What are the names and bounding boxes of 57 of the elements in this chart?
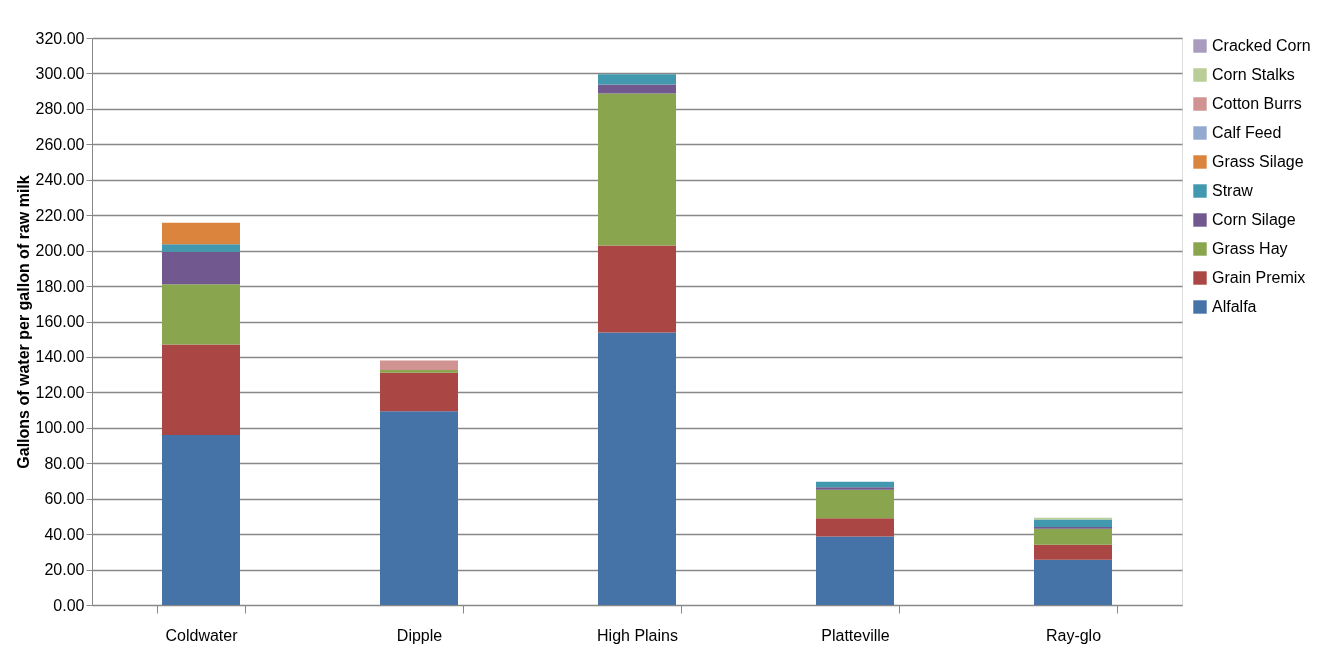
legend-label: Corn Stalks bbox=[1212, 66, 1295, 83]
y-tick-label: 60.00 bbox=[44, 490, 85, 508]
legend-label: Cracked Corn bbox=[1212, 37, 1311, 54]
y-tick-label: 160.00 bbox=[35, 313, 85, 330]
y-axis-title: Gallons of water per gallon of raw milk bbox=[14, 175, 32, 469]
y-tick-label: 280.00 bbox=[35, 100, 85, 118]
x-tick-label: Platteville bbox=[821, 626, 890, 644]
bar bbox=[162, 251, 240, 285]
legend-label: Cotton Burrs bbox=[1212, 95, 1302, 112]
y-tick-label: 220.00 bbox=[35, 206, 85, 224]
bar bbox=[816, 481, 894, 488]
y-tick-label: 240.00 bbox=[35, 171, 85, 189]
bar bbox=[598, 245, 676, 333]
bar bbox=[162, 434, 240, 605]
y-tick-label: 320.00 bbox=[35, 29, 85, 47]
bar bbox=[598, 74, 676, 85]
legend-label: Grass Hay bbox=[1212, 240, 1288, 257]
legend-label: Straw bbox=[1212, 182, 1254, 199]
y-tick-label: 20.00 bbox=[44, 561, 85, 579]
bar bbox=[598, 84, 676, 94]
y-tick-label: 300.00 bbox=[35, 64, 85, 82]
y-tick-label: 120.00 bbox=[35, 383, 85, 401]
bar bbox=[380, 372, 458, 412]
x-tick-label: Dipple bbox=[396, 626, 443, 644]
y-tick-label: 180.00 bbox=[35, 277, 85, 295]
legend-label: Corn Silage bbox=[1212, 211, 1296, 228]
bar bbox=[816, 489, 894, 519]
bar bbox=[380, 411, 458, 605]
bar bbox=[380, 360, 458, 371]
x-tick-label: Coldwater bbox=[165, 626, 239, 644]
y-tick-label: 200.00 bbox=[35, 242, 85, 260]
bar bbox=[380, 370, 458, 373]
y-tick-label: 260.00 bbox=[35, 135, 85, 153]
bar bbox=[816, 487, 894, 490]
bar bbox=[816, 536, 894, 605]
y-tick-label: 0.00 bbox=[53, 596, 85, 614]
legend-label: Grain Premix bbox=[1212, 269, 1306, 286]
bar bbox=[162, 284, 240, 345]
x-tick-label: Ray-glo bbox=[1045, 626, 1102, 644]
bar bbox=[162, 244, 240, 252]
bar bbox=[1034, 528, 1112, 545]
bar bbox=[598, 332, 676, 605]
bar bbox=[598, 93, 676, 246]
bar bbox=[816, 518, 894, 537]
legend-label: Alfalfa bbox=[1212, 298, 1257, 315]
y-tick-label: 100.00 bbox=[35, 419, 85, 437]
legend-label: Calf Feed bbox=[1212, 124, 1282, 141]
legend-label: Grass Silage bbox=[1212, 153, 1304, 170]
y-tick-label: 80.00 bbox=[44, 454, 85, 472]
bar bbox=[162, 222, 240, 245]
bar bbox=[162, 344, 240, 435]
y-tick-label: 40.00 bbox=[44, 525, 85, 543]
bar bbox=[1034, 519, 1112, 528]
bar bbox=[1034, 544, 1112, 560]
x-tick-label: High Plains bbox=[597, 626, 678, 644]
bar bbox=[1034, 559, 1112, 605]
y-tick-label: 140.00 bbox=[35, 348, 85, 366]
